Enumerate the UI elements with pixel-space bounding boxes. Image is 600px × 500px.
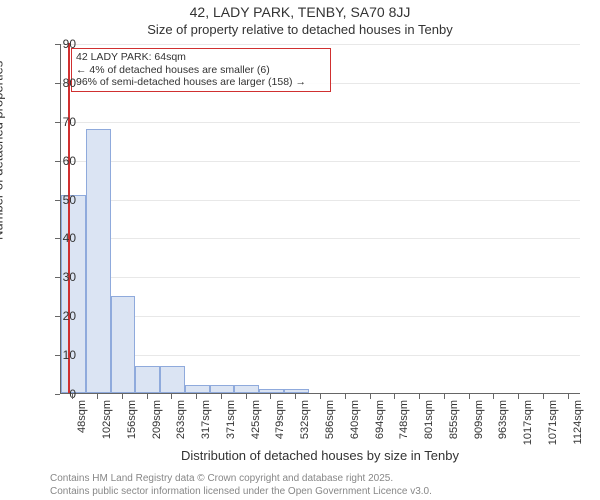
x-axis-label: Distribution of detached houses by size … [50, 448, 590, 463]
x-tick [444, 394, 445, 399]
x-tick-label: 640sqm [349, 400, 361, 444]
gridline [61, 316, 580, 317]
x-tick [320, 394, 321, 399]
property-size-chart: 42, LADY PARK, TENBY, SA70 8JJ Size of p… [0, 0, 600, 500]
x-tick-label: 909sqm [473, 400, 485, 444]
chart-title-line2: Size of property relative to detached ho… [0, 22, 600, 37]
x-tick-label: 586sqm [324, 400, 336, 444]
x-tick [469, 394, 470, 399]
bar [111, 296, 136, 393]
x-tick-label: 263sqm [175, 400, 187, 444]
gridline [61, 161, 580, 162]
chart-title-line1: 42, LADY PARK, TENBY, SA70 8JJ [0, 4, 600, 20]
x-tick [97, 394, 98, 399]
x-tick-label: 532sqm [299, 400, 311, 444]
x-tick [196, 394, 197, 399]
reference-line [68, 43, 70, 393]
annotation-line: 42 LADY PARK: 64sqm [76, 51, 326, 64]
x-tick-label: 48sqm [76, 400, 88, 444]
x-tick [270, 394, 271, 399]
x-tick-label: 102sqm [101, 400, 113, 444]
bar [185, 385, 210, 393]
x-tick [246, 394, 247, 399]
x-tick [518, 394, 519, 399]
y-tick-label: 70 [46, 115, 76, 129]
x-tick [345, 394, 346, 399]
gridline [61, 44, 580, 45]
annotation-line: ← 4% of detached houses are smaller (6) [76, 64, 326, 77]
footer-text-2: Contains public sector information licen… [50, 486, 432, 497]
annotation-line: 96% of semi-detached houses are larger (… [76, 76, 326, 89]
x-tick-label: 1124sqm [572, 400, 584, 444]
annotation-box: 42 LADY PARK: 64sqm← 4% of detached hous… [71, 48, 331, 92]
x-tick [568, 394, 569, 399]
x-tick-label: 479sqm [274, 400, 286, 444]
x-tick [493, 394, 494, 399]
x-tick [370, 394, 371, 399]
x-tick-label: 156sqm [126, 400, 138, 444]
x-tick-label: 694sqm [374, 400, 386, 444]
x-tick-label: 801sqm [423, 400, 435, 444]
bar [86, 129, 111, 393]
y-tick-label: 80 [46, 76, 76, 90]
x-tick-label: 317sqm [200, 400, 212, 444]
gridline [61, 238, 580, 239]
bar [259, 389, 284, 393]
gridline [61, 122, 580, 123]
y-tick-label: 60 [46, 154, 76, 168]
x-tick-label: 1017sqm [522, 400, 534, 444]
gridline [61, 355, 580, 356]
bar [61, 195, 86, 393]
x-tick-label: 425sqm [250, 400, 262, 444]
y-tick-label: 10 [46, 348, 76, 362]
bar [160, 366, 185, 393]
x-tick [543, 394, 544, 399]
x-tick [419, 394, 420, 399]
x-tick-label: 855sqm [448, 400, 460, 444]
plot-area: 42 LADY PARK: 64sqm← 4% of detached hous… [60, 44, 580, 394]
x-tick-label: 209sqm [151, 400, 163, 444]
x-tick-label: 371sqm [225, 400, 237, 444]
y-tick-label: 30 [46, 270, 76, 284]
y-tick-label: 50 [46, 193, 76, 207]
x-tick-label: 963sqm [497, 400, 509, 444]
x-tick [122, 394, 123, 399]
x-tick [72, 394, 73, 399]
bar [234, 385, 259, 393]
gridline [61, 277, 580, 278]
gridline [61, 200, 580, 201]
y-tick-label: 40 [46, 231, 76, 245]
x-tick [295, 394, 296, 399]
x-tick [394, 394, 395, 399]
footer-text-1: Contains HM Land Registry data © Crown c… [50, 473, 393, 484]
bar [210, 385, 235, 393]
y-tick-label: 20 [46, 309, 76, 323]
x-tick-label: 1071sqm [547, 400, 559, 444]
bar [135, 366, 160, 393]
bar [284, 389, 309, 393]
x-tick [221, 394, 222, 399]
x-tick [147, 394, 148, 399]
y-tick-label: 90 [46, 37, 76, 51]
x-tick [171, 394, 172, 399]
y-axis-label: Number of detached properties [0, 61, 6, 240]
x-tick-label: 748sqm [398, 400, 410, 444]
